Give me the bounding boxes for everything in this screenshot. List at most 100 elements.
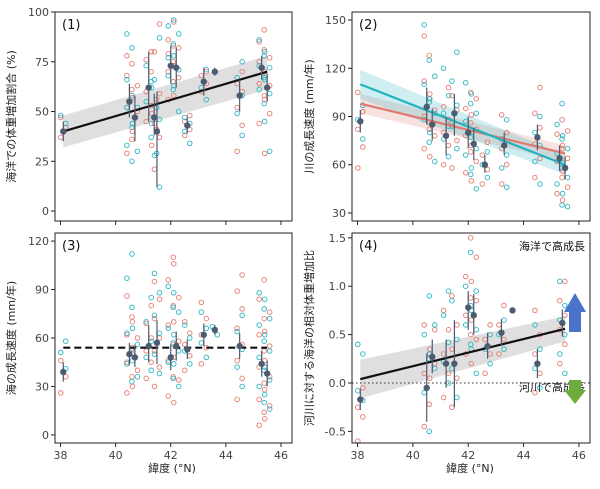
point-cyan-p3-11-1 <box>256 383 262 390</box>
site-mean-p3-2 <box>131 354 139 361</box>
point-red-p3-6-3 <box>176 338 182 344</box>
point-red-p3-11-2 <box>256 396 262 403</box>
point-red-p1-8-0 <box>182 132 188 139</box>
x-axis-title-p3: 緯度 (°N) <box>148 461 196 475</box>
plot-area-p2 <box>355 22 571 210</box>
point-red-p3-12-6 <box>261 328 268 335</box>
x-tick-label-p3-1: 40 <box>109 449 123 462</box>
x-tick-label-p4-4: 46 <box>572 449 586 462</box>
point-red-p2-2-0 <box>427 153 433 160</box>
point-cyan-p2-4-3 <box>449 78 455 84</box>
point-cyan-p4-3-3 <box>440 312 447 319</box>
site-mean-p3-9 <box>211 326 219 334</box>
x-tick-label-p4-1: 40 <box>406 449 420 462</box>
plot-area-p1 <box>58 17 273 190</box>
point-cyan-p1-6-5 <box>165 23 171 29</box>
point-cyan-p1-13-2 <box>266 90 273 97</box>
point-red-p1-13-1 <box>266 110 273 117</box>
plot-frame-p4 <box>351 232 591 444</box>
point-red-p1-8-3 <box>187 112 193 119</box>
point-cyan-p4-11-5 <box>557 278 563 285</box>
point-cyan-p1-1-0 <box>129 158 135 165</box>
site-mean-p4-2 <box>429 353 436 361</box>
point-cyan-p2-9-3 <box>532 129 538 136</box>
point-red-p3-1-1 <box>129 374 135 380</box>
point-cyan-p3-8-3 <box>198 309 205 315</box>
site-mean-p3-7 <box>184 346 191 353</box>
point-red-p2-10-4 <box>554 131 560 137</box>
point-red-p4-3-3 <box>445 327 452 333</box>
point-red-p2-9-4 <box>532 110 538 117</box>
point-red-p3-10-0 <box>234 396 240 403</box>
point-red-p4-3-0 <box>440 394 447 401</box>
point-red-p3-12-0 <box>261 416 268 422</box>
point-cyan-p1-3-3 <box>143 62 149 69</box>
point-cyan-p4-6-0 <box>473 370 480 377</box>
point-cyan-p3-7-0 <box>187 361 193 367</box>
point-red-p3-7-3 <box>187 330 193 336</box>
point-red-p3-1-6 <box>124 293 130 299</box>
point-cyan-p4-0-2 <box>360 351 366 357</box>
point-red-p3-0-1 <box>63 374 69 380</box>
point-red-p1-1-1 <box>129 136 135 143</box>
site-mean-p2-4 <box>451 110 458 117</box>
point-cyan-p1-12-0 <box>261 100 267 107</box>
y-tick-label-p4-0: -0.5 <box>325 425 346 438</box>
y-axis-title-p1: 海洋での体重増加割合 (%) <box>4 50 18 183</box>
plot-area-p4 <box>352 235 590 443</box>
site-mean-p3-4 <box>153 339 161 347</box>
point-cyan-p2-11-5 <box>559 133 566 139</box>
point-cyan-p2-6-2 <box>473 145 480 152</box>
y-tick-label-p3-3: 90 <box>35 284 49 297</box>
point-red-p3-10-4 <box>234 325 240 332</box>
point-red-p1-7-1 <box>176 74 182 81</box>
point-red-p1-4-0 <box>148 142 155 149</box>
point-cyan-p4-1-0 <box>426 428 432 435</box>
site-mean-p1-6 <box>167 62 174 69</box>
point-cyan-p4-11-4 <box>562 302 568 309</box>
site-mean-p2-7 <box>481 161 489 168</box>
point-cyan-p2-4-0 <box>454 145 460 152</box>
point-red-p3-12-7 <box>266 309 273 315</box>
point-cyan-p4-5-4 <box>467 249 474 256</box>
point-cyan-p4-1-4 <box>426 293 432 299</box>
site-mean-p4-7 <box>484 343 491 350</box>
point-red-p2-10-1 <box>559 174 565 181</box>
point-cyan-p1-1-6 <box>129 45 135 51</box>
point-cyan-p3-6-1 <box>171 361 177 367</box>
point-red-p1-13-0 <box>261 150 268 157</box>
y-tick-label-p2-4: 150 <box>325 14 346 27</box>
point-red-p4-11-5 <box>562 278 568 285</box>
point-cyan-p3-11-4 <box>261 338 267 344</box>
point-cyan-p1-12-1 <box>256 86 262 93</box>
point-red-p4-5-3 <box>467 295 474 301</box>
point-red-p1-3-4 <box>143 57 149 63</box>
point-red-p1-1-0 <box>124 150 130 157</box>
point-red-p1-11-1 <box>239 122 245 129</box>
point-cyan-p3-1-3 <box>124 330 130 336</box>
point-red-p4-0-1 <box>360 414 366 420</box>
point-red-p3-3-4 <box>143 320 149 327</box>
point-cyan-p2-7-0 <box>484 174 491 181</box>
point-red-p4-1-0 <box>421 423 427 430</box>
point-cyan-p3-12-2 <box>266 377 273 383</box>
point-cyan-p3-6-4 <box>176 309 182 315</box>
x-tick-label-p4-0: 38 <box>351 449 365 462</box>
point-red-p2-0-1 <box>360 144 366 150</box>
point-red-p1-6-6 <box>165 37 171 43</box>
point-cyan-p2-6-5 <box>468 91 475 97</box>
site-mean-p1-3 <box>145 84 152 91</box>
site-mean-p1-1 <box>126 98 133 105</box>
point-cyan-p2-3-5 <box>440 65 447 72</box>
site-mean-p1-2 <box>131 114 139 121</box>
x-tick-label-p3-3: 44 <box>219 449 233 462</box>
point-red-p1-5-1 <box>156 134 163 141</box>
point-red-p3-1-4 <box>124 332 130 338</box>
point-cyan-p3-4-5 <box>151 270 158 277</box>
point-red-p3-7-0 <box>182 367 188 374</box>
point-cyan-p3-4-3 <box>151 312 158 319</box>
point-red-p2-0-4 <box>355 89 361 96</box>
point-red-p3-11-3 <box>261 380 267 386</box>
point-cyan-p2-10-0 <box>559 202 565 208</box>
point-red-p2-11-0 <box>559 197 566 203</box>
